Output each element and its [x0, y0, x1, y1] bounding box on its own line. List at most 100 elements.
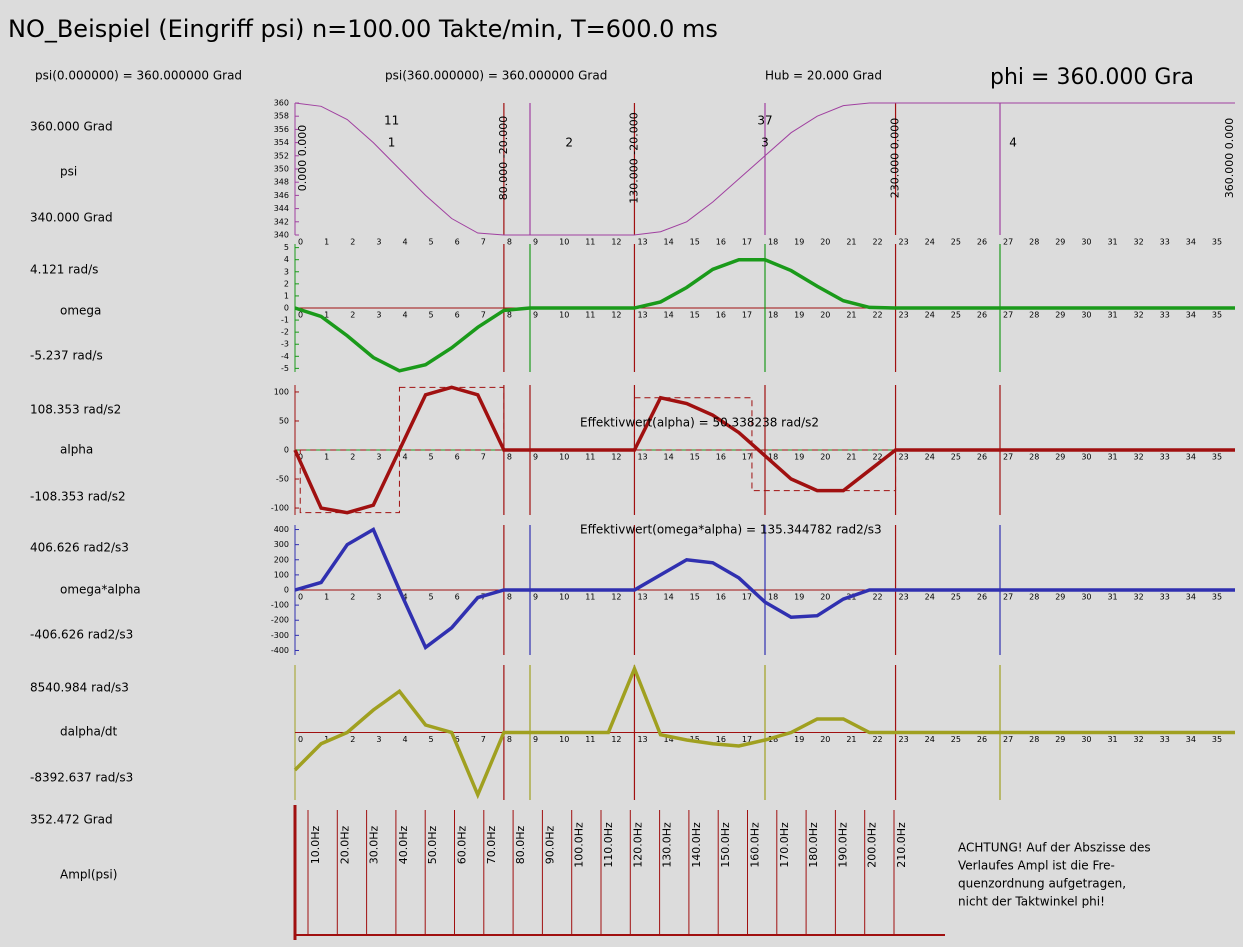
- annotation: 2: [565, 136, 573, 150]
- x-tick-label: 35: [1212, 311, 1222, 320]
- x-tick-label: 27: [1003, 735, 1013, 744]
- min-label: -406.626 rad2/s3: [30, 628, 133, 642]
- title: NO_Beispiel (Eingriff psi) n=100.00 Takt…: [8, 15, 718, 43]
- x-tick-label: 13: [637, 735, 647, 744]
- x-tick-label: 28: [1029, 311, 1039, 320]
- x-tick-label: 15: [690, 593, 700, 602]
- category-label: 10.0Hz: [309, 826, 322, 865]
- x-tick-label: 5: [429, 453, 434, 462]
- x-tick-label: 20: [820, 238, 830, 247]
- y-tick-label: 100: [274, 570, 289, 579]
- x-tick-label: 16: [716, 593, 726, 602]
- note: quenzordnung aufgetragen,: [958, 877, 1126, 891]
- x-tick-label: 8: [507, 453, 512, 462]
- max-label: 406.626 rad2/s3: [30, 541, 129, 555]
- x-tick-label: 24: [925, 311, 935, 320]
- y-tick-label: 358: [274, 112, 289, 121]
- x-tick-label: 17: [742, 593, 752, 602]
- curve: [294, 102, 1235, 236]
- x-tick-label: 9: [533, 311, 538, 320]
- y-tick-label: 50: [279, 416, 289, 425]
- annotation: 130.000 -20.000: [627, 112, 640, 203]
- x-tick-label: 13: [637, 238, 647, 247]
- x-tick-label: 3: [376, 593, 381, 602]
- x-tick-label: 20: [820, 453, 830, 462]
- x-tick-label: 33: [1160, 238, 1170, 247]
- x-tick-label: 22: [872, 593, 882, 602]
- x-tick-label: 27: [1003, 311, 1013, 320]
- y-tick-label: 0: [284, 446, 289, 455]
- x-tick-label: 6: [455, 735, 460, 744]
- x-tick-label: 4: [402, 311, 407, 320]
- x-tick-label: 4: [402, 238, 407, 247]
- x-tick-label: 26: [977, 311, 987, 320]
- x-tick-label: 30: [1081, 735, 1091, 744]
- y-tick-label: 344: [274, 204, 289, 213]
- x-tick-label: 31: [1107, 238, 1117, 247]
- x-tick-label: 16: [716, 311, 726, 320]
- y-tick-label: 5: [284, 243, 289, 252]
- y-tick-label: 300: [274, 540, 289, 549]
- y-tick-label: 356: [274, 125, 289, 134]
- x-tick-label: 18: [768, 453, 778, 462]
- x-tick-label: 0: [298, 238, 303, 247]
- y-tick-label: 200: [274, 555, 289, 564]
- x-tick-label: 35: [1212, 453, 1222, 462]
- x-tick-label: 12: [611, 311, 621, 320]
- min-label: -5.237 rad/s: [30, 349, 103, 363]
- x-tick-label: 32: [1134, 311, 1144, 320]
- panel-name: omega: [60, 304, 101, 318]
- x-tick-label: 7: [481, 311, 486, 320]
- category-label: 140.0Hz: [690, 822, 703, 868]
- x-tick-label: 23: [899, 311, 909, 320]
- x-tick-label: 35: [1212, 238, 1222, 247]
- category-label: 100.0Hz: [573, 822, 586, 868]
- x-tick-label: 27: [1003, 593, 1013, 602]
- x-tick-label: 11: [585, 735, 595, 744]
- x-tick-label: 13: [637, 453, 647, 462]
- annotation: Effektivwert(omega*alpha) = 135.344782 r…: [580, 523, 882, 537]
- x-tick-label: 22: [872, 311, 882, 320]
- x-tick-label: 16: [716, 453, 726, 462]
- x-tick-label: 34: [1186, 453, 1196, 462]
- annotation: 80.000 -20.000: [497, 116, 510, 200]
- y-tick-label: 354: [274, 138, 289, 147]
- x-tick-label: 30: [1081, 593, 1091, 602]
- category-label: 210.0Hz: [895, 822, 908, 868]
- x-tick-label: 35: [1212, 593, 1222, 602]
- info: psi(360.000000) = 360.000000 Grad: [385, 69, 607, 83]
- x-tick-label: 31: [1107, 593, 1117, 602]
- x-tick-label: 25: [951, 311, 961, 320]
- x-tick-label: 16: [716, 238, 726, 247]
- x-tick-label: 15: [690, 238, 700, 247]
- x-tick-label: 12: [611, 735, 621, 744]
- x-tick-label: 2: [350, 593, 355, 602]
- x-tick-label: 24: [925, 238, 935, 247]
- y-tick-label: 3: [284, 267, 289, 276]
- x-tick-label: 30: [1081, 311, 1091, 320]
- x-tick-label: 9: [533, 238, 538, 247]
- x-tick-label: 29: [1055, 735, 1065, 744]
- x-tick-label: 28: [1029, 735, 1039, 744]
- x-tick-label: 3: [376, 311, 381, 320]
- annotation: 230.000 0.000: [889, 118, 902, 198]
- x-tick-label: 8: [507, 311, 512, 320]
- x-tick-label: 22: [872, 735, 882, 744]
- x-tick-label: 26: [977, 238, 987, 247]
- y-tick-label: -100: [271, 601, 289, 610]
- note: Verlaufes Ampl ist die Fre-: [958, 859, 1115, 873]
- x-tick-label: 16: [716, 735, 726, 744]
- max-label: 4.121 rad/s: [30, 263, 98, 277]
- x-tick-label: 24: [925, 453, 935, 462]
- x-tick-label: 17: [742, 735, 752, 744]
- category-label: 30.0Hz: [368, 826, 381, 865]
- category-label: 160.0Hz: [749, 822, 762, 868]
- x-tick-label: 27: [1003, 238, 1013, 247]
- x-tick-label: 34: [1186, 311, 1196, 320]
- x-tick-label: 8: [507, 593, 512, 602]
- x-tick-label: 18: [768, 311, 778, 320]
- dashed-box: [299, 449, 400, 514]
- y-tick-label: 100: [274, 387, 289, 396]
- y-tick-label: 0: [284, 304, 289, 313]
- x-tick-label: 8: [507, 735, 512, 744]
